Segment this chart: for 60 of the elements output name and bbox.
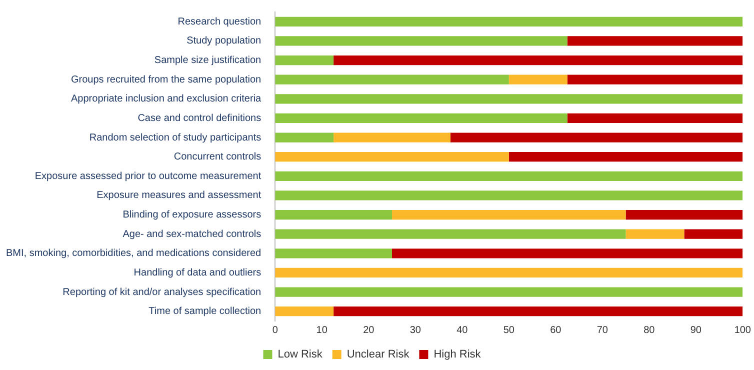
bar bbox=[450, 132, 743, 142]
bar bbox=[626, 210, 743, 220]
x-tick-label: 60 bbox=[550, 324, 562, 336]
bar bbox=[275, 152, 509, 162]
bar bbox=[684, 229, 743, 239]
bar bbox=[392, 248, 743, 258]
y-tick-label: Study population bbox=[186, 36, 262, 47]
y-tick-label: Research question bbox=[178, 16, 262, 28]
legend-label: High Risk bbox=[434, 348, 482, 361]
bar bbox=[275, 210, 392, 220]
y-tick-label: Groups recruited from the same population bbox=[71, 74, 262, 86]
legend-label: Unclear Risk bbox=[346, 348, 410, 361]
y-tick-label: Random selection of study participants bbox=[89, 132, 262, 144]
bar bbox=[275, 190, 743, 200]
y-tick-label: Handling of data and outliers bbox=[134, 267, 262, 278]
bar bbox=[275, 132, 334, 142]
bar bbox=[275, 16, 743, 26]
bar bbox=[275, 229, 626, 239]
x-tick-label: 30 bbox=[410, 324, 422, 336]
bar bbox=[275, 248, 392, 258]
bar bbox=[567, 113, 743, 124]
y-tick-label: Age- and sex-matched controls bbox=[122, 228, 262, 240]
x-tick-label: 80 bbox=[644, 324, 656, 336]
bar bbox=[567, 74, 743, 84]
x-tick-label: 90 bbox=[690, 324, 702, 336]
y-tick-label: Exposure assessed prior to outcome measurement bbox=[34, 170, 262, 182]
y-tick-label: Exposure measures and assessment bbox=[96, 190, 262, 202]
x-tick-label: 40 bbox=[456, 324, 468, 336]
x-tick-label: 0 bbox=[272, 324, 278, 336]
bar bbox=[275, 287, 743, 297]
bar bbox=[275, 171, 743, 181]
x-tick-label: 50 bbox=[503, 324, 515, 336]
y-tick-label: Case and control definitions bbox=[138, 112, 262, 124]
x-tick-label: 10 bbox=[316, 324, 328, 336]
y-tick-label: Time of sample collection bbox=[148, 306, 262, 318]
bar bbox=[275, 74, 509, 84]
bar bbox=[626, 229, 684, 239]
bar bbox=[392, 210, 626, 220]
x-tick-label: 70 bbox=[596, 324, 608, 336]
bar bbox=[508, 74, 568, 84]
y-tick-label: Sample size justification bbox=[154, 55, 262, 66]
x-tick-label: 100 bbox=[734, 324, 752, 336]
y-tick-label: BMI, smoking, comorbidities, and medications considered bbox=[6, 248, 262, 260]
y-tick-label: Reporting of kit and/or analyses specification bbox=[62, 286, 262, 298]
bar bbox=[275, 113, 568, 124]
bar bbox=[567, 36, 743, 46]
y-tick-label: Blinding of exposure assessors bbox=[122, 210, 262, 221]
y-tick-label: Appropriate inclusion and exclusion criteria bbox=[71, 94, 262, 105]
x-tick-label: 20 bbox=[363, 324, 375, 336]
bar bbox=[508, 152, 743, 162]
bar bbox=[275, 55, 334, 66]
bar bbox=[334, 132, 450, 142]
bar bbox=[275, 94, 743, 104]
y-tick-label: Concurrent controls bbox=[174, 152, 262, 163]
bar bbox=[334, 306, 743, 316]
bar bbox=[334, 55, 743, 66]
bar bbox=[275, 306, 334, 316]
bar bbox=[275, 268, 743, 278]
bar bbox=[275, 36, 568, 46]
legend-label: Low Risk bbox=[278, 348, 323, 361]
